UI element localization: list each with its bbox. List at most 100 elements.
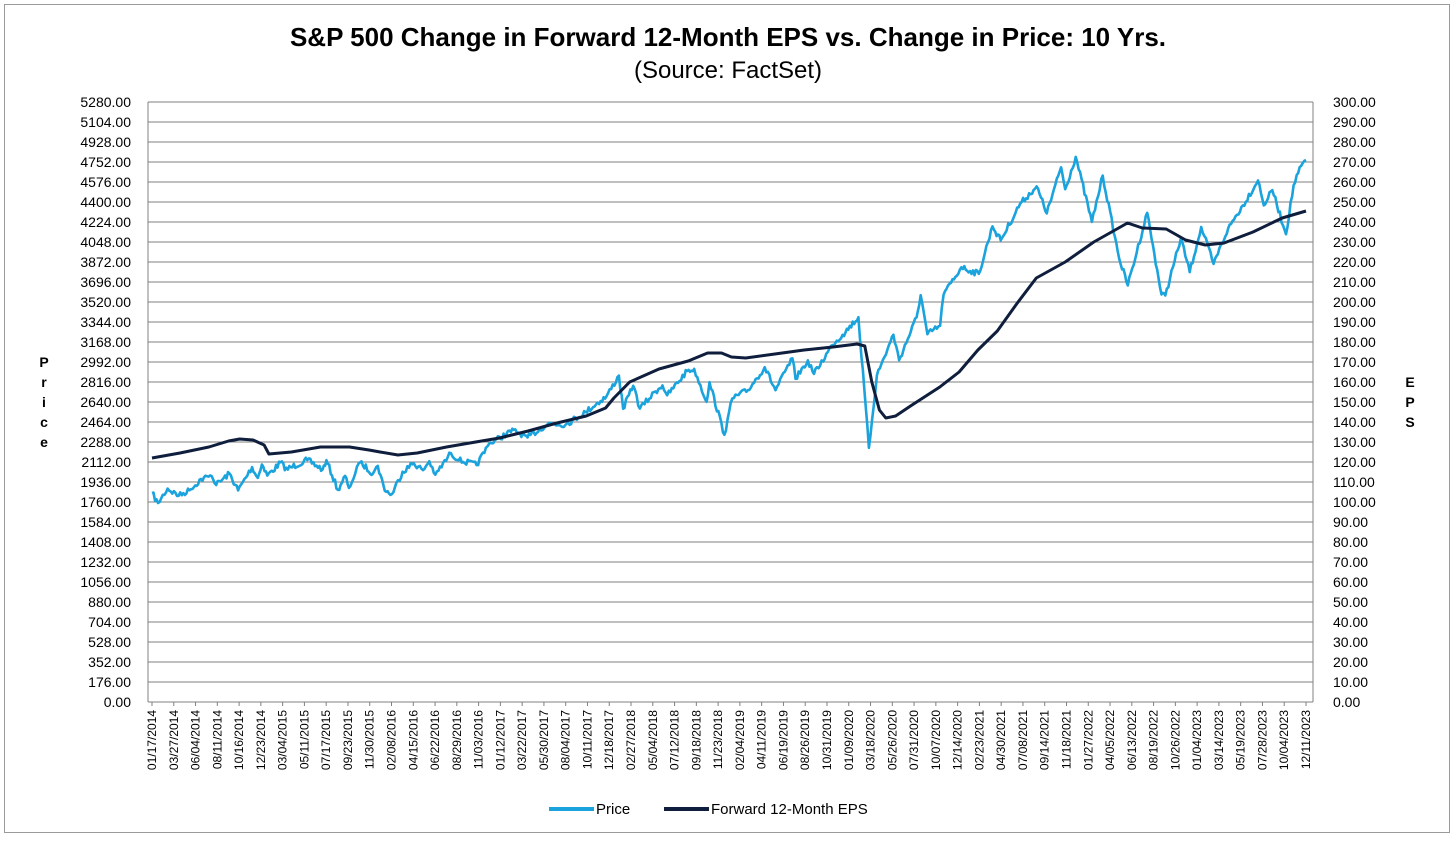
x-tick-label: 06/19/2019 — [776, 710, 790, 770]
x-tick-label: 11/18/2021 — [1059, 710, 1073, 769]
x-tick-label: 04/11/2019 — [755, 710, 769, 769]
chart-title: S&P 500 Change in Forward 12-Month EPS v… — [290, 22, 1166, 52]
y2-tick-label: 160.00 — [1333, 374, 1376, 390]
y-axis-label-letter: r — [41, 374, 47, 390]
y2-tick-label: 170.00 — [1333, 354, 1376, 370]
x-tick-label: 08/04/2017 — [559, 710, 573, 770]
y-tick-label: 2816.00 — [80, 374, 131, 390]
y2-tick-label: 60.00 — [1333, 574, 1368, 590]
x-tick-label: 03/14/2023 — [1212, 710, 1226, 770]
x-tick-label: 05/04/2018 — [646, 710, 660, 770]
y-tick-label: 2640.00 — [80, 394, 131, 410]
x-tick-label: 01/04/2023 — [1190, 710, 1204, 770]
x-tick-label: 12/23/2014 — [254, 710, 268, 770]
x-tick-label: 08/19/2022 — [1147, 710, 1161, 770]
y2-tick-label: 40.00 — [1333, 614, 1368, 630]
y-axis-label-letter: i — [42, 394, 46, 410]
x-tick-label: 07/28/2023 — [1255, 710, 1269, 770]
y-tick-label: 4224.00 — [80, 214, 131, 230]
y-tick-label: 3872.00 — [80, 254, 131, 270]
series-line-eps — [151, 209, 1307, 460]
y2-tick-label: 50.00 — [1333, 594, 1368, 610]
y-tick-label: 4048.00 — [80, 234, 131, 250]
y-tick-label: 5104.00 — [80, 114, 131, 130]
y-tick-label: 0.00 — [104, 694, 131, 710]
x-tick-label: 08/11/2014 — [210, 710, 224, 769]
x-tick-label: 05/11/2015 — [297, 710, 311, 769]
y2-axis-label: EPS — [1405, 374, 1414, 430]
x-tick-label: 06/13/2022 — [1125, 710, 1139, 770]
y2-tick-label: 220.00 — [1333, 254, 1376, 270]
y-tick-label: 352.00 — [88, 654, 131, 670]
y2-tick-label: 180.00 — [1333, 334, 1376, 350]
y-tick-label: 3520.00 — [80, 294, 131, 310]
y2-tick-label: 130.00 — [1333, 434, 1376, 450]
y-tick-label: 2464.00 — [80, 414, 131, 430]
x-tick-label: 10/26/2022 — [1168, 710, 1182, 770]
y2-axis-label-letter: S — [1405, 414, 1414, 430]
legend-label-eps: Forward 12-Month EPS — [711, 801, 868, 818]
series-line-price — [151, 155, 1307, 505]
y2-tick-label: 90.00 — [1333, 514, 1368, 530]
y2-tick-label: 210.00 — [1333, 274, 1376, 290]
y-tick-label: 1408.00 — [80, 534, 131, 550]
y2-tick-label: 240.00 — [1333, 214, 1376, 230]
y-tick-label: 176.00 — [88, 674, 131, 690]
series-lines — [151, 155, 1307, 505]
y-axis-ticks: 0.00 176.00 352.00 528.00 704.00 880.00 1056.0… — [80, 94, 131, 710]
x-tick-label: 07/31/2020 — [907, 710, 921, 770]
y-axis-label: Price — [39, 354, 48, 450]
y-tick-label: 1760.00 — [80, 494, 131, 510]
y-tick-label: 1584.00 — [80, 514, 131, 530]
y2-tick-label: 150.00 — [1333, 394, 1376, 410]
x-tick-label: 12/11/2023 — [1299, 710, 1313, 769]
legend-label-price: Price — [596, 801, 630, 818]
y-tick-label: 2288.00 — [80, 434, 131, 450]
x-tick-label: 02/27/2018 — [624, 710, 638, 770]
x-tick-label: 05/19/2023 — [1234, 710, 1248, 770]
y-axis-label-letter: c — [40, 414, 48, 430]
x-tick-label: 10/07/2020 — [929, 710, 943, 770]
y-tick-label: 4752.00 — [80, 154, 131, 170]
x-tick-label: 01/17/2014 — [145, 710, 159, 770]
x-tick-label: 08/29/2016 — [450, 710, 464, 770]
x-tick-label: 07/12/2018 — [668, 710, 682, 770]
x-tick-label: 03/27/2014 — [167, 710, 181, 770]
gridlines — [147, 101, 1314, 703]
y2-tick-label: 70.00 — [1333, 554, 1368, 570]
y2-tick-label: 140.00 — [1333, 414, 1376, 430]
y2-tick-label: 80.00 — [1333, 534, 1368, 550]
x-tick-label: 01/27/2022 — [1081, 710, 1095, 770]
x-tick-label: 03/04/2015 — [276, 710, 290, 770]
x-tick-label: 04/15/2016 — [406, 710, 420, 770]
y-tick-label: 528.00 — [88, 634, 131, 650]
x-tick-label: 10/31/2019 — [820, 710, 834, 770]
x-tick-label: 10/16/2014 — [232, 710, 246, 770]
y2-tick-label: 110.00 — [1333, 474, 1375, 490]
legend: Price Forward 12-Month EPS — [549, 801, 868, 818]
y-tick-label: 4400.00 — [80, 194, 131, 210]
x-tick-label: 03/18/2020 — [864, 710, 878, 770]
y2-axis-label-letter: E — [1405, 374, 1414, 390]
x-tick-label: 05/26/2020 — [885, 710, 899, 770]
y2-tick-label: 300.00 — [1333, 94, 1376, 110]
x-tick-label: 10/04/2023 — [1277, 710, 1291, 770]
x-tick-label: 09/23/2015 — [341, 710, 355, 770]
x-tick-label: 07/17/2015 — [319, 710, 333, 770]
y2-tick-label: 30.00 — [1333, 634, 1368, 650]
y-tick-label: 1056.00 — [80, 574, 131, 590]
y-tick-label: 1936.00 — [80, 474, 131, 490]
x-tick-label: 02/23/2021 — [972, 710, 986, 770]
x-tick-label: 01/09/2020 — [842, 710, 856, 770]
x-tick-label: 09/14/2021 — [1038, 710, 1052, 770]
y2-tick-label: 230.00 — [1333, 234, 1376, 250]
y-tick-label: 2992.00 — [80, 354, 131, 370]
x-tick-label: 03/22/2017 — [515, 710, 529, 770]
x-tick-label: 09/18/2018 — [689, 710, 703, 770]
y2-tick-label: 280.00 — [1333, 134, 1376, 150]
x-tick-label: 11/03/2016 — [472, 710, 486, 769]
x-tick-label: 07/08/2021 — [1016, 710, 1030, 770]
chart-subtitle: (Source: FactSet) — [634, 57, 822, 84]
x-tick-label: 02/04/2019 — [733, 710, 747, 770]
